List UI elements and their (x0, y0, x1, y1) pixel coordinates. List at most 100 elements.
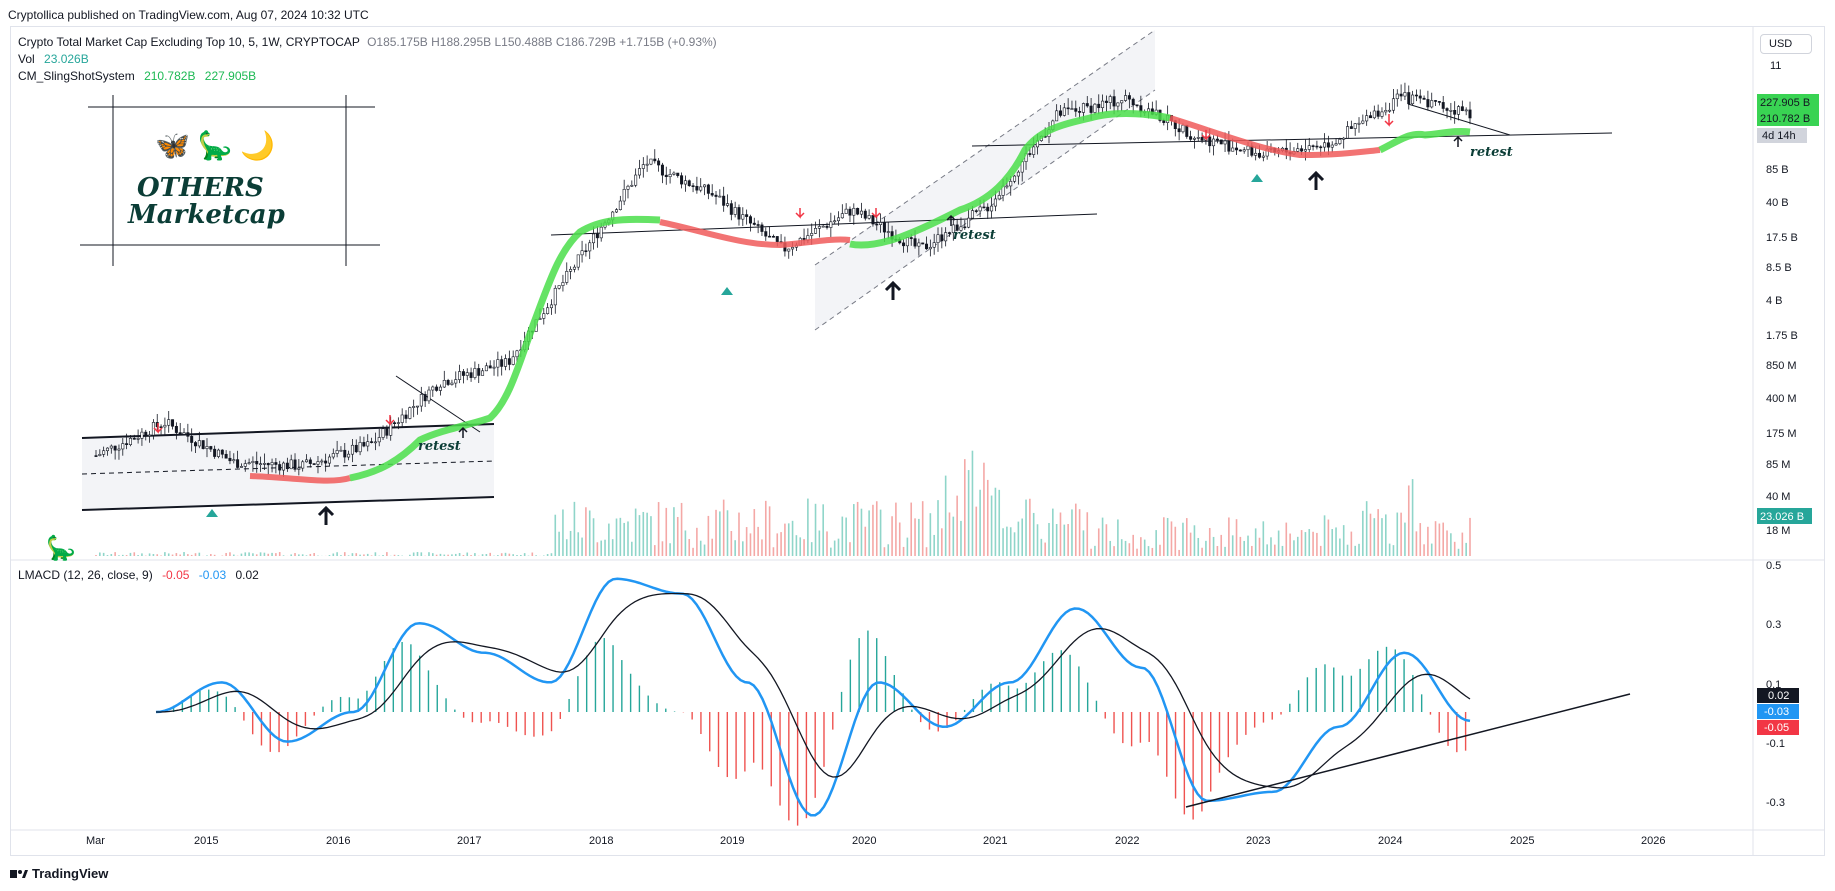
time-tick-2024: 2024 (1378, 835, 1402, 847)
candle-body (668, 174, 672, 178)
tradingview-footer[interactable]: TradingView (10, 866, 108, 881)
candle-body (427, 389, 431, 402)
candle-body (1078, 111, 1082, 113)
lmacd-hist-bar (911, 709, 913, 712)
candle-body (1426, 99, 1430, 108)
lmacd-hist-bar (621, 660, 623, 712)
volume-bar (1216, 546, 1219, 556)
lmacd-hist-bar (216, 691, 219, 712)
volume-bar (707, 515, 710, 556)
volume-bar (638, 515, 641, 556)
volume-bar (1342, 525, 1345, 556)
lmacd-hist-bar (392, 648, 395, 712)
candle-body (561, 282, 565, 286)
slingshot-band-red-bear1 (659, 219, 851, 249)
volume-bar (1258, 537, 1261, 556)
volume-bar (627, 521, 629, 556)
volume-bar (1457, 548, 1460, 556)
candle-body (1192, 137, 1196, 140)
volume-bar (925, 547, 928, 556)
lmacd-hist-bar (946, 712, 948, 729)
candle-body (699, 186, 703, 191)
slingshot-band-green-2024 (1378, 127, 1471, 154)
volume-bar (1159, 544, 1161, 556)
volume-bar (520, 555, 522, 556)
candle-body (1070, 108, 1074, 110)
lmacd-hist-bar (1069, 654, 1071, 712)
candle-body (121, 443, 125, 450)
lmacd-legend[interactable]: LMACD (12, 26, close, 9) -0.05 -0.03 0.0… (18, 568, 259, 582)
legend-indicator-v2: 227.905B (204, 69, 257, 83)
candle-body (1326, 142, 1330, 148)
candle-body (553, 287, 557, 306)
candle-body (1124, 95, 1128, 101)
volume-bar (1407, 485, 1410, 556)
volume-bar (125, 555, 128, 556)
volume-bar (1009, 527, 1012, 556)
candle-body (381, 428, 385, 438)
candle-body (113, 445, 117, 451)
volume-bar (933, 534, 935, 556)
lmacd-hist-bar (515, 712, 518, 732)
candle-body (748, 216, 752, 224)
lmacd-hist-bar (357, 698, 359, 712)
dino-icon: 🦕 (46, 534, 76, 562)
volume-bar (1281, 545, 1284, 556)
volume-bar (1120, 539, 1123, 556)
candle-body (1346, 126, 1350, 139)
candle-body (1131, 98, 1135, 106)
candle-body (339, 449, 343, 452)
volume-bar (615, 518, 618, 556)
volume-bar (114, 552, 116, 556)
candle-body (477, 368, 481, 376)
volume-bar (141, 553, 143, 556)
candle-body (450, 382, 454, 385)
volume-bar (833, 540, 836, 556)
volume-bar (753, 509, 756, 556)
candle-body (148, 434, 152, 437)
symbol-legend[interactable]: Crypto Total Market Cap Excluding Top 10… (18, 34, 717, 85)
candle-body (664, 174, 668, 178)
legend-vol-value: 23.026B (44, 52, 89, 66)
volume-bar (1450, 533, 1452, 556)
lmacd-hist-bar (260, 712, 263, 746)
candle-body (209, 446, 213, 450)
candle-body (1414, 94, 1418, 97)
time-tick-2021: 2021 (983, 835, 1007, 847)
volume-bar (95, 555, 97, 556)
candle-body (465, 372, 469, 376)
volume-bar (1465, 542, 1467, 556)
candle-body (102, 450, 106, 455)
lmacd-hist-bar (814, 712, 816, 798)
candle-body (236, 459, 240, 468)
candle-body (1238, 149, 1242, 152)
volume-bar (1254, 528, 1257, 556)
retest-label-2016: retest (418, 439, 461, 454)
currency-selector[interactable]: USD (1760, 34, 1812, 54)
volume-bar (780, 532, 782, 556)
candle-body (649, 158, 653, 165)
volume-bar (1094, 545, 1096, 556)
time-tick-2023: 2023 (1246, 835, 1270, 847)
lmacd-hist-bar (832, 712, 834, 730)
legend-indicator-v1: 210.782B (144, 69, 196, 83)
candle-body (1227, 140, 1231, 152)
lmacd-tick-0-3: 0.3 (1766, 619, 1781, 631)
candle-body (905, 237, 909, 247)
candle-body (504, 358, 508, 367)
candle-body (963, 226, 967, 229)
volume-bar (738, 512, 740, 556)
time-tick-2017: 2017 (457, 835, 481, 847)
volume-bar (581, 537, 583, 556)
candle-body (354, 444, 358, 453)
candle-body (1441, 102, 1445, 109)
candle-body (913, 238, 917, 247)
volume-bar (910, 502, 913, 556)
candle-body (496, 359, 500, 368)
lmacd-hist-bar (559, 712, 562, 719)
candle-body (1460, 106, 1464, 111)
volume-bar (382, 555, 384, 556)
volume-bar (1097, 528, 1100, 556)
volume-bar (267, 553, 270, 556)
